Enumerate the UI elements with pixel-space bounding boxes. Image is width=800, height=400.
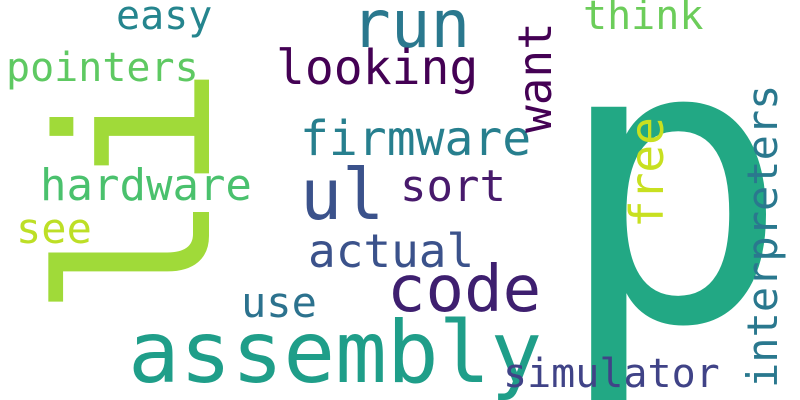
word-use: use: [241, 278, 317, 327]
word-free: free: [620, 117, 674, 228]
word-easy: easy: [116, 0, 213, 39]
word-assembly: assembly: [128, 303, 543, 400]
word-see: see: [16, 204, 92, 253]
word-want: want: [508, 22, 562, 133]
word-hardware: hardware: [40, 160, 252, 211]
word-sort: sort: [400, 161, 506, 212]
word-ul: ul: [300, 154, 385, 236]
word-p: p: [555, 0, 790, 400]
word-pointers: pointers: [6, 45, 199, 91]
word-firmware: firmware: [300, 111, 532, 167]
word-interpreters: interpreters: [738, 84, 787, 388]
word-run: run: [351, 0, 471, 63]
word-simulator: simulator: [503, 351, 720, 397]
word-actual: actual: [308, 224, 475, 278]
word-code: code: [387, 253, 542, 327]
word-looking: looking: [276, 40, 479, 96]
word-think: think: [583, 0, 704, 39]
